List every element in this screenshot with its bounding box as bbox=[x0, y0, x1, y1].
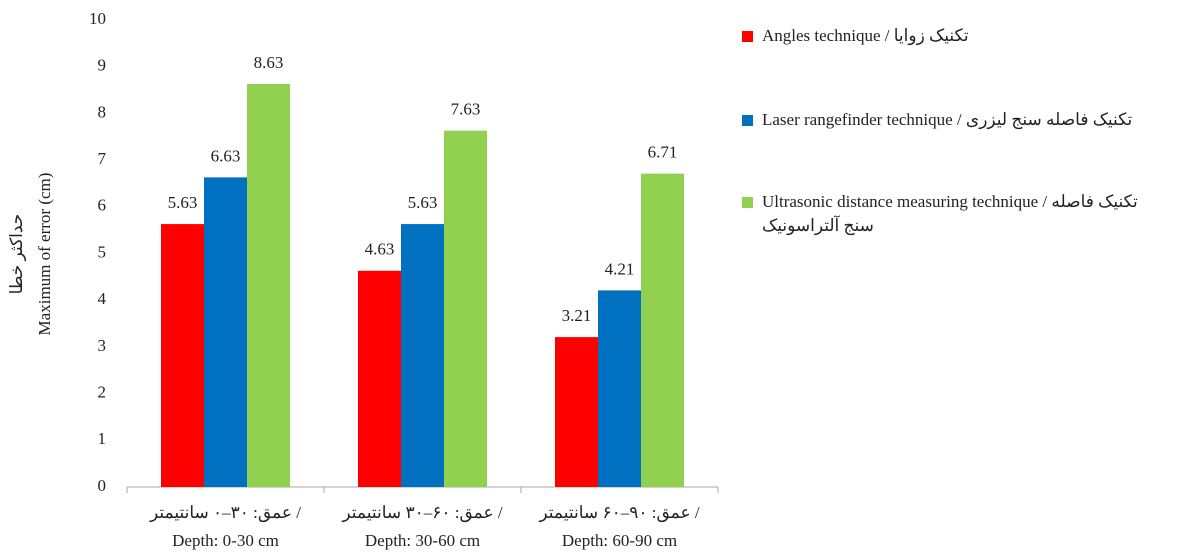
bar bbox=[555, 337, 598, 487]
data-label: 7.63 bbox=[451, 100, 481, 119]
bar bbox=[444, 130, 487, 487]
x-tick-label: عمق: ۶۰–۳۰ سانتیمتر / bbox=[341, 503, 502, 523]
y-tick-label: 9 bbox=[98, 56, 107, 75]
bar bbox=[204, 177, 247, 487]
data-label: 6.71 bbox=[648, 143, 678, 162]
y-tick-label: 10 bbox=[89, 9, 106, 28]
bar bbox=[401, 224, 444, 488]
y-tick-label: 7 bbox=[98, 149, 107, 168]
legend-entry: Laser rangefinder technique / تکنیک فاصل… bbox=[762, 110, 1133, 129]
y-tick-label: 6 bbox=[98, 196, 107, 215]
data-label: 8.63 bbox=[254, 53, 284, 72]
x-tick-label: عمق: ۹۰–۶۰ سانتیمتر / bbox=[538, 503, 699, 523]
data-label: 5.63 bbox=[408, 193, 438, 212]
data-label: 5.63 bbox=[168, 193, 198, 212]
legend-entry: Angles technique / تکنیک زوایا bbox=[762, 26, 969, 45]
data-label: 4.21 bbox=[605, 259, 635, 278]
bar bbox=[598, 290, 641, 487]
y-tick-label: 4 bbox=[98, 289, 107, 308]
y-axis-label: Maximum of error (cm) bbox=[35, 173, 54, 336]
x-tick-label: Depth: 0-30 cm bbox=[172, 531, 279, 550]
x-tick-label: Depth: 60-90 cm bbox=[562, 531, 677, 550]
data-label: 6.63 bbox=[211, 146, 241, 165]
y-tick-label: 3 bbox=[98, 336, 107, 355]
y-tick-label: 1 bbox=[98, 429, 107, 448]
legend-entry: Ultrasonic distance measuring technique … bbox=[762, 192, 1138, 235]
bar bbox=[161, 224, 204, 488]
data-label: 3.21 bbox=[562, 306, 592, 325]
legend-swatch bbox=[742, 197, 753, 208]
legend-swatch bbox=[742, 115, 753, 126]
y-tick-label: 2 bbox=[98, 383, 107, 402]
y-tick-label: 5 bbox=[98, 242, 107, 261]
x-tick-label: Depth: 30-60 cm bbox=[365, 531, 480, 550]
y-tick-label: 0 bbox=[98, 476, 107, 495]
bar bbox=[358, 270, 401, 487]
bar bbox=[247, 83, 290, 487]
bar bbox=[641, 173, 684, 487]
y-axis-label: حداکثر خطا bbox=[7, 214, 27, 295]
data-label: 4.63 bbox=[365, 240, 395, 259]
x-tick-label: عمق: ۳۰–۰ سانتیمتر / bbox=[149, 503, 301, 523]
legend-swatch bbox=[742, 31, 753, 42]
y-tick-label: 8 bbox=[98, 102, 107, 121]
